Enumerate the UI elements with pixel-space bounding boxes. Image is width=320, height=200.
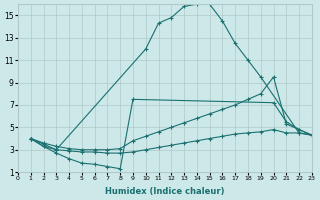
X-axis label: Humidex (Indice chaleur): Humidex (Indice chaleur) [105, 187, 225, 196]
